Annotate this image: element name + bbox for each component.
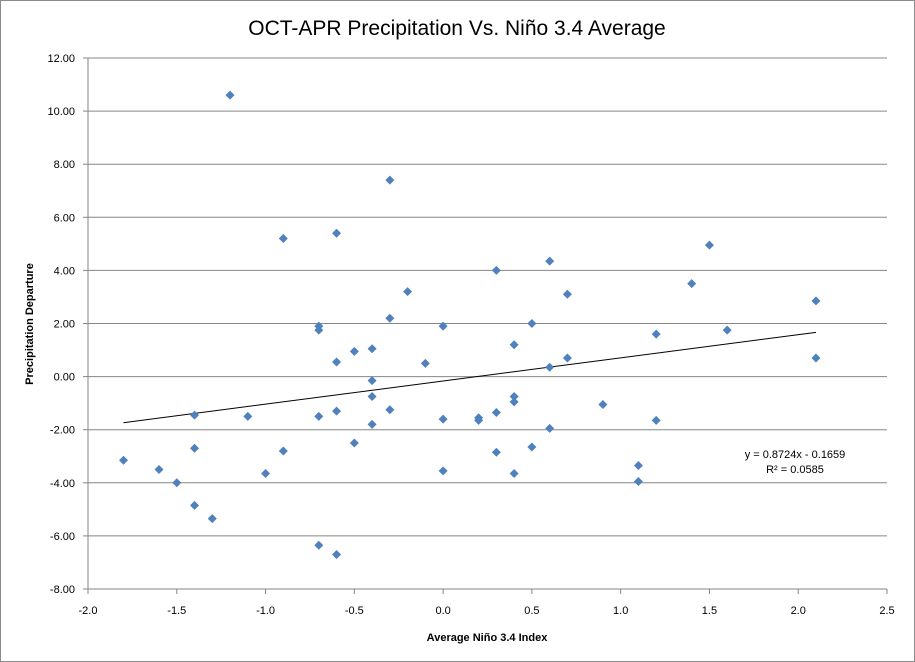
- data-point: [385, 405, 395, 415]
- data-point: [367, 376, 377, 386]
- data-point: [332, 357, 342, 367]
- data-point: [438, 414, 448, 424]
- data-point: [225, 90, 235, 100]
- x-tick-label: -1.0: [256, 605, 275, 617]
- data-point: [562, 289, 572, 299]
- y-tick-label: 6.00: [54, 212, 75, 224]
- x-tick-label: -0.5: [345, 605, 364, 617]
- data-point: [190, 443, 200, 453]
- data-point: [562, 353, 572, 363]
- y-tick-label: -6.00: [50, 531, 75, 543]
- data-point: [509, 397, 519, 407]
- data-point: [527, 442, 537, 452]
- data-point: [651, 415, 661, 425]
- data-point: [438, 321, 448, 331]
- data-point: [367, 392, 377, 402]
- data-point: [687, 279, 697, 289]
- y-tick-label: -4.00: [50, 478, 75, 490]
- data-point: [420, 358, 430, 368]
- y-tick-label: 0.00: [54, 372, 75, 384]
- data-point: [491, 447, 501, 457]
- y-tick-label: -8.00: [50, 584, 75, 596]
- x-tick-label: -2.0: [79, 605, 98, 617]
- x-tick-label: 2.5: [879, 605, 894, 617]
- data-point: [332, 406, 342, 416]
- data-points: [119, 90, 821, 559]
- data-point: [598, 399, 608, 409]
- data-point: [314, 411, 324, 421]
- data-point: [438, 466, 448, 476]
- data-point: [527, 319, 537, 328]
- data-point: [278, 234, 288, 244]
- data-point: [385, 313, 395, 323]
- data-point: [332, 228, 342, 238]
- data-point: [651, 329, 661, 339]
- trendline-equation: y = 0.8724x - 0.1659: [745, 449, 846, 461]
- x-tick-label: 1.5: [702, 605, 717, 617]
- data-point: [491, 407, 501, 417]
- data-point: [545, 362, 555, 372]
- x-axis-label: Average Niño 3.4 Index: [427, 632, 549, 644]
- data-point: [207, 514, 217, 524]
- data-point: [349, 438, 359, 448]
- data-point: [367, 344, 377, 354]
- data-point: [811, 353, 821, 363]
- data-point: [704, 240, 714, 250]
- data-point: [474, 415, 484, 425]
- x-tick-label: 2.0: [791, 605, 806, 617]
- data-point: [332, 549, 342, 559]
- data-point: [403, 287, 413, 297]
- data-point: [349, 346, 359, 356]
- y-tick-label: 2.00: [54, 319, 75, 331]
- x-tick-label: 0.0: [435, 605, 450, 617]
- data-point: [190, 500, 200, 510]
- data-point: [243, 411, 253, 421]
- x-tick-label: 0.5: [524, 605, 539, 617]
- data-point: [509, 392, 519, 402]
- x-tick-label: -1.5: [167, 605, 186, 617]
- data-point: [367, 419, 377, 429]
- chart-title: OCT-APR Precipitation Vs. Niño 3.4 Avera…: [248, 17, 665, 40]
- data-point: [172, 478, 182, 488]
- gridlines: [88, 57, 887, 537]
- data-point: [509, 340, 519, 350]
- trendline-r-squared: R² = 0.0585: [766, 464, 824, 476]
- data-point: [633, 476, 643, 486]
- data-point: [314, 540, 324, 550]
- data-point: [811, 296, 821, 306]
- data-point: [119, 455, 129, 465]
- data-point: [154, 465, 164, 475]
- data-point: [314, 325, 324, 335]
- y-tick-label: 10.00: [47, 106, 75, 118]
- data-point: [385, 175, 395, 185]
- data-point: [545, 423, 555, 433]
- data-point: [491, 265, 501, 275]
- data-point: [261, 469, 271, 479]
- data-point: [190, 410, 200, 420]
- x-tick-label: 1.0: [613, 605, 628, 617]
- y-axis-label: Precipitation Departure: [24, 263, 36, 385]
- data-point: [633, 461, 643, 471]
- y-tick-labels: 12.00 10.00 8.00 6.00 4.00 2.00 0.00 -2.00 -4.00…: [47, 53, 75, 596]
- y-tick-label: 4.00: [54, 265, 75, 277]
- axes: [83, 57, 888, 594]
- data-point: [722, 325, 732, 335]
- y-tick-label: -2.00: [50, 425, 75, 437]
- y-tick-label: 8.00: [54, 159, 75, 171]
- data-point: [545, 256, 555, 266]
- trendline-group: [123, 331, 817, 424]
- x-tick-labels: -2.0 -1.5 -1.0 -0.5 0.0 0.5 1.0 1.5 2.0 2.5: [79, 605, 895, 617]
- data-point: [278, 446, 288, 456]
- y-tick-label: 12.00: [47, 53, 75, 65]
- data-point: [509, 469, 519, 479]
- trendline: [123, 331, 817, 424]
